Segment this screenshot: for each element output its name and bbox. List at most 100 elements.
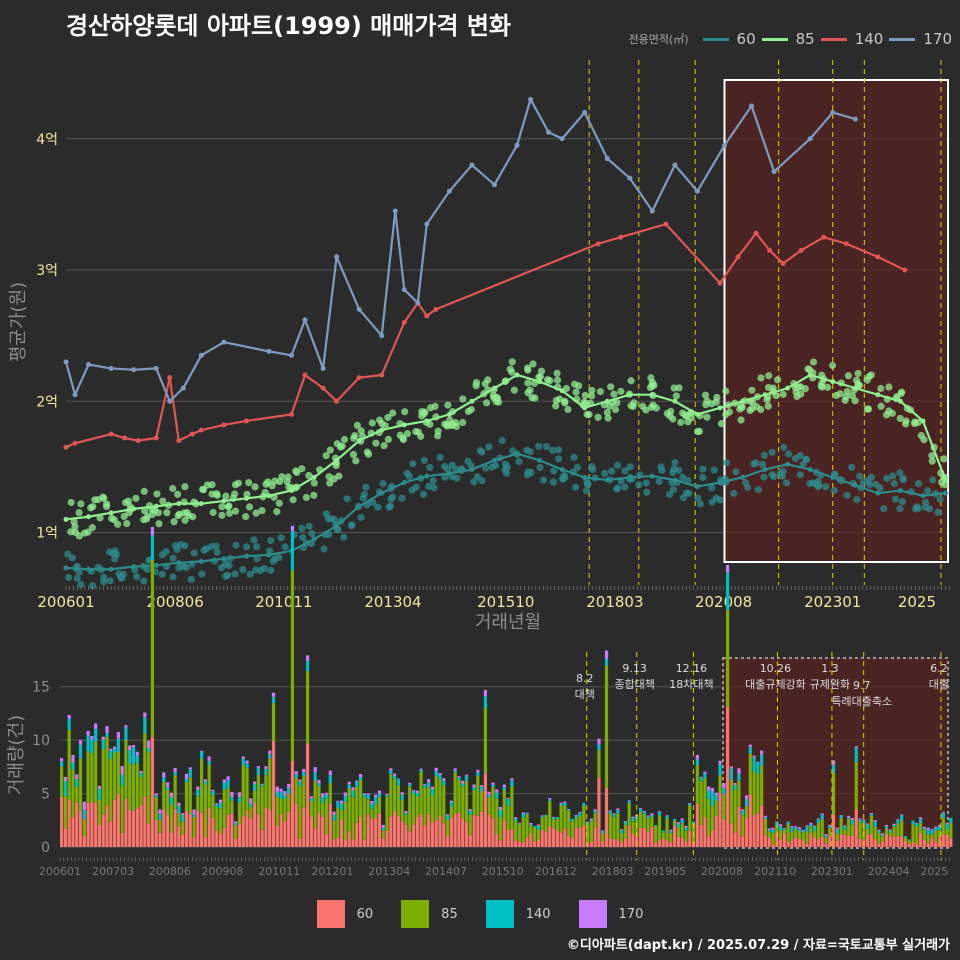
scatter-point <box>542 442 550 451</box>
bar-170 <box>82 801 86 810</box>
scatter-point <box>799 460 807 468</box>
series-point-85 <box>311 474 317 480</box>
bar-170 <box>865 823 870 825</box>
bar-85 <box>415 796 419 817</box>
bar-170 <box>158 809 162 814</box>
bar-140 <box>816 819 821 824</box>
series-point-85 <box>108 510 114 516</box>
bar-170 <box>392 773 397 776</box>
bar-60 <box>271 740 276 847</box>
bar-140 <box>654 825 658 826</box>
bar-60 <box>324 834 329 847</box>
bar-x-tick-label: 202008 <box>701 865 743 878</box>
bar-170 <box>548 798 552 800</box>
scatter-point <box>140 516 148 524</box>
scatter-point <box>744 483 752 492</box>
bar-60 <box>495 833 499 847</box>
bar-60 <box>786 842 790 847</box>
scatter-point <box>245 503 254 511</box>
bar-60 <box>445 836 450 847</box>
scatter-point <box>523 446 531 454</box>
bar-170 <box>476 769 480 773</box>
bar-60 <box>930 838 934 847</box>
scatter-point <box>444 401 452 409</box>
bar-85 <box>707 798 711 837</box>
scatter-point <box>372 439 380 447</box>
bar-85 <box>794 829 798 838</box>
bar-170 <box>794 826 798 828</box>
bar-140 <box>813 826 817 832</box>
bar-60 <box>162 809 166 847</box>
bar-170 <box>237 792 242 798</box>
scatter-point <box>448 461 456 469</box>
bar-60 <box>101 814 105 847</box>
bar-85 <box>128 763 132 810</box>
bar-170 <box>457 776 461 778</box>
event-label: 10.26 <box>760 662 792 675</box>
scatter-point <box>648 378 656 387</box>
bar-170 <box>109 748 113 751</box>
bar-140 <box>230 797 234 801</box>
series-point-60 <box>762 467 768 472</box>
bar-85 <box>767 831 771 839</box>
bar-140 <box>593 810 597 814</box>
bar-60 <box>355 822 359 847</box>
series-point-140 <box>189 431 195 437</box>
bar-60 <box>158 832 162 847</box>
bar-60 <box>688 830 692 847</box>
scatter-point <box>630 399 638 407</box>
bar-140 <box>548 799 552 801</box>
bar-60 <box>680 837 684 847</box>
scatter-point <box>899 475 908 484</box>
bar-85 <box>521 817 525 843</box>
event-label: 대출규제강화 <box>745 678 806 691</box>
bar-140 <box>188 769 192 778</box>
scatter-point <box>380 442 388 450</box>
scatter-point <box>889 472 897 480</box>
scatter-point <box>77 580 85 588</box>
bar-140 <box>173 772 177 776</box>
bar-60 <box>657 839 662 847</box>
bar-170 <box>192 809 196 815</box>
bar-170 <box>188 767 192 770</box>
bar-85 <box>411 793 416 825</box>
scatter-point <box>298 524 306 532</box>
bar-85 <box>75 787 79 803</box>
scatter-point <box>351 431 359 440</box>
bar-85 <box>476 775 480 816</box>
bar-170 <box>340 800 344 804</box>
scatter-point <box>604 414 612 422</box>
series-point-85 <box>830 379 836 385</box>
bar-60 <box>839 834 843 847</box>
series-point-140 <box>753 230 759 236</box>
bar-140 <box>101 739 105 749</box>
bar-85 <box>196 796 200 812</box>
bar-140 <box>514 818 518 822</box>
bar-170 <box>733 782 737 785</box>
bar-85 <box>809 826 813 834</box>
scatter-point <box>245 479 253 487</box>
event-label: 종합대책 <box>614 678 654 691</box>
bar-60 <box>767 838 771 847</box>
bar-60 <box>135 808 139 847</box>
series-point-170 <box>582 110 588 115</box>
bar-60 <box>665 840 669 847</box>
bar-85 <box>215 806 219 831</box>
bar-170 <box>358 774 363 777</box>
bar-170 <box>184 773 189 780</box>
legend-label: 140 <box>854 30 884 48</box>
bar-170 <box>665 815 669 816</box>
bar-140 <box>892 824 896 827</box>
bar-85 <box>684 830 688 842</box>
scatter-point <box>736 405 744 413</box>
bar-85 <box>831 772 836 815</box>
scatter-point <box>222 572 230 580</box>
series-point-85 <box>356 438 362 444</box>
bar-85 <box>427 787 431 815</box>
bar-60 <box>559 832 563 847</box>
legend-swatch <box>889 37 916 41</box>
series-point-170 <box>356 306 362 312</box>
scatter-point <box>760 451 768 459</box>
scatter-point <box>349 450 358 458</box>
bar-170 <box>737 768 741 774</box>
